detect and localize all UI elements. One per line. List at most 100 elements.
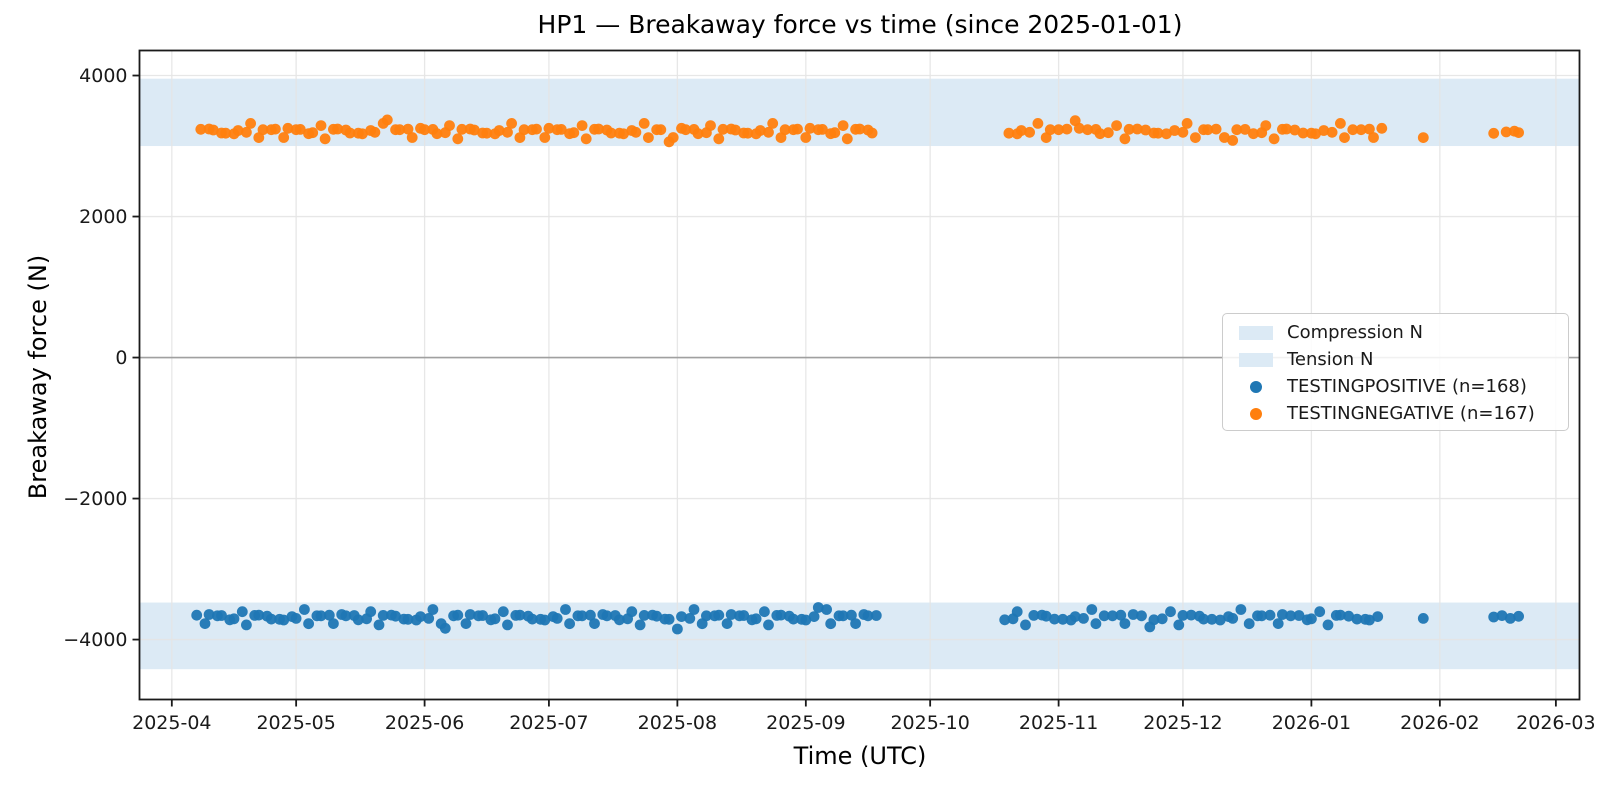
data-point-positive <box>862 610 874 622</box>
data-point-positive <box>713 609 725 621</box>
data-point-negative <box>667 132 679 143</box>
data-point-positive <box>539 614 551 626</box>
data-point-negative <box>1318 125 1330 136</box>
data-point-negative <box>643 132 654 144</box>
legend-item-testingpositive: TESTINGPOSITIVE (n=168) <box>1223 373 1568 400</box>
data-point-negative <box>1161 128 1172 140</box>
data-point-negative <box>1210 123 1222 135</box>
band-swatch-icon <box>1235 352 1277 367</box>
data-point-positive <box>1243 618 1255 630</box>
data-point-negative <box>1289 124 1301 136</box>
data-point-positive <box>290 613 302 624</box>
data-point-negative <box>195 123 207 135</box>
x-axis-label: Time (UTC) <box>793 742 927 770</box>
data-point-positive <box>340 610 352 622</box>
data-point-positive <box>1165 606 1176 618</box>
data-point-positive <box>999 614 1011 626</box>
data-point-positive <box>551 613 563 624</box>
data-point-negative <box>270 123 281 135</box>
data-point-positive <box>315 610 327 622</box>
data-point-negative <box>232 125 244 136</box>
data-point-positive <box>216 610 227 621</box>
data-point-negative <box>1111 120 1122 131</box>
data-point-negative <box>1513 127 1524 138</box>
data-point-positive <box>303 618 314 630</box>
data-point-negative <box>1082 124 1093 136</box>
data-point-negative <box>282 122 294 134</box>
data-point-positive <box>1119 618 1131 629</box>
data-point-negative <box>1044 124 1056 136</box>
data-point-positive <box>560 604 571 615</box>
data-point-positive <box>601 610 613 622</box>
data-point-positive <box>684 613 696 624</box>
data-point-negative <box>1032 118 1044 129</box>
data-point-positive <box>1069 611 1081 622</box>
data-point-positive <box>423 613 435 624</box>
data-point-negative <box>1364 123 1375 135</box>
data-point-negative <box>1119 133 1131 145</box>
data-point-positive <box>427 604 439 615</box>
data-point-negative <box>1073 122 1085 134</box>
data-point-positive <box>676 611 687 622</box>
data-point-negative <box>580 133 592 145</box>
data-point-negative <box>245 118 256 129</box>
data-point-negative <box>319 133 331 145</box>
data-point-negative <box>531 123 542 135</box>
data-point-positive <box>701 610 712 622</box>
legend-label: Compression N <box>1287 322 1423 343</box>
data-point-positive <box>1335 609 1346 621</box>
data-point-negative <box>841 133 853 145</box>
data-point-negative <box>717 123 729 135</box>
data-point-positive <box>1277 609 1288 620</box>
data-point-positive <box>1235 604 1247 615</box>
data-point-positive <box>241 619 252 631</box>
data-point-positive <box>634 619 646 631</box>
data-point-positive <box>1115 609 1127 621</box>
data-point-positive <box>763 619 774 631</box>
data-point-positive <box>1504 613 1516 624</box>
data-point-positive <box>464 609 476 620</box>
data-point-negative <box>1123 123 1135 135</box>
data-point-negative <box>1376 122 1388 134</box>
data-point-positive <box>1086 604 1098 615</box>
data-point-negative <box>1335 118 1346 129</box>
data-point-negative <box>1169 125 1180 136</box>
data-point-negative <box>444 120 455 131</box>
data-point-negative <box>618 128 629 140</box>
data-point-negative <box>1248 128 1259 140</box>
data-point-negative <box>481 127 493 139</box>
data-point-positive <box>1496 610 1508 621</box>
data-point-positive <box>489 613 501 625</box>
data-point-positive <box>278 614 290 626</box>
data-point-positive <box>750 613 762 625</box>
data-point-negative <box>1260 120 1272 131</box>
data-point-negative <box>539 132 551 143</box>
data-point-negative <box>456 123 468 135</box>
data-point-negative <box>829 127 841 139</box>
data-point-positive <box>415 611 426 622</box>
data-point-positive <box>672 623 683 635</box>
data-point-positive <box>1314 606 1326 618</box>
data-point-negative <box>307 127 319 139</box>
data-point-negative <box>241 126 252 138</box>
data-point-negative <box>1015 125 1027 136</box>
data-point-positive <box>1148 614 1160 626</box>
data-point-positive <box>1513 610 1524 622</box>
data-point-negative <box>730 124 741 136</box>
data-point-negative <box>555 123 567 135</box>
data-point-negative <box>1094 128 1106 140</box>
data-point-positive <box>477 610 488 621</box>
data-point-negative <box>452 133 464 145</box>
data-point-positive <box>825 618 837 630</box>
data-point-negative <box>1102 127 1114 139</box>
data-point-negative <box>506 118 517 129</box>
legend-label: TESTINGNEGATIVE (n=167) <box>1287 403 1535 424</box>
data-point-negative <box>763 126 774 138</box>
data-point-negative <box>1140 124 1151 136</box>
data-point-positive <box>1173 619 1185 631</box>
data-point-negative <box>705 120 716 131</box>
data-point-positive <box>1227 613 1239 624</box>
data-point-positive <box>800 614 812 626</box>
data-point-positive <box>721 618 733 629</box>
